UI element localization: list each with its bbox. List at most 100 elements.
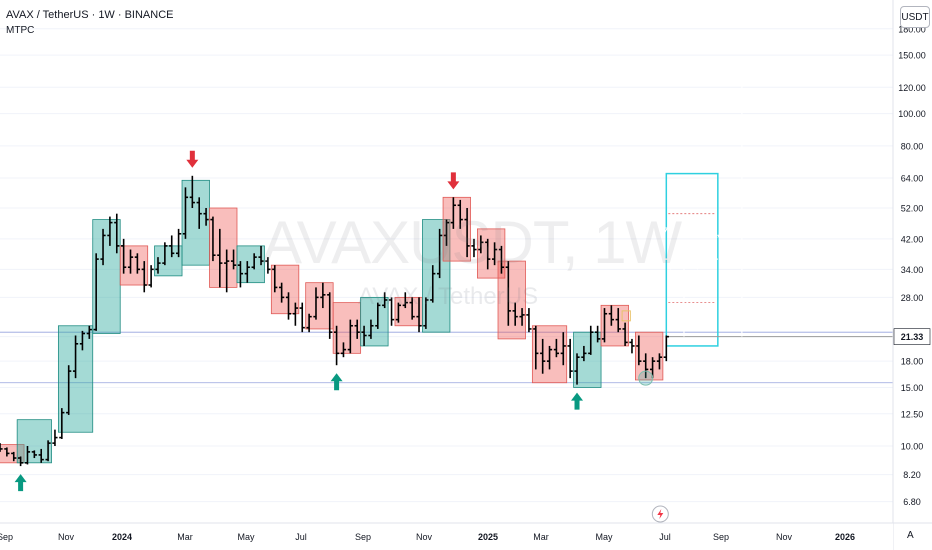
time-tick-label: May	[595, 532, 613, 542]
candle	[107, 216, 113, 246]
big-target-label: 123.50 (581.16%) 12,350	[693, 27, 840, 42]
time-tick-label: May	[237, 532, 255, 542]
candle	[4, 447, 10, 457]
candle	[382, 292, 388, 309]
candle	[320, 282, 326, 309]
candle	[361, 325, 367, 346]
candle	[313, 287, 319, 320]
candle	[279, 282, 285, 303]
candle	[649, 357, 656, 379]
mtpc-boxes	[0, 179, 664, 464]
candle	[402, 292, 408, 309]
time-tick-label: Sep	[713, 532, 729, 542]
candle	[299, 302, 305, 333]
candle	[519, 308, 525, 326]
time-tick-label: 2025	[478, 532, 498, 542]
time-tick-label: Nov	[416, 532, 433, 542]
candle	[615, 308, 621, 333]
candle	[59, 408, 65, 439]
price-tick-label: 10.00	[901, 441, 924, 451]
candles	[0, 175, 669, 467]
candle	[595, 325, 601, 343]
candle	[560, 332, 566, 366]
marker-box	[621, 310, 631, 322]
time-tick-label: Nov	[776, 532, 793, 542]
watermark-name: AVAX / TetherUS	[358, 283, 539, 310]
candle	[567, 338, 573, 379]
candle	[127, 249, 134, 274]
candle	[478, 235, 484, 254]
candle	[491, 242, 498, 266]
candle	[388, 297, 395, 326]
candle	[553, 338, 560, 358]
marker-circle	[638, 370, 654, 386]
candle	[189, 175, 195, 209]
candle	[512, 302, 518, 326]
price-tick-label: 28.00	[901, 293, 924, 303]
candle	[526, 308, 532, 333]
candle	[375, 302, 381, 329]
candle	[134, 253, 140, 274]
candle	[437, 228, 443, 279]
price-tick-label: 12.50	[901, 409, 924, 419]
candle	[265, 257, 271, 274]
candle	[141, 261, 147, 293]
currency-button[interactable]: USDT	[900, 6, 930, 28]
candle	[66, 365, 72, 415]
bear-box	[600, 304, 629, 347]
price-tick-label: 6.80	[903, 497, 921, 507]
price-axis: 180.00 150.00 120.00 100.00 80.00 64.00 52.00 4…	[892, 0, 932, 550]
price-tick-label: 8.20	[903, 470, 921, 480]
bear-box	[497, 260, 526, 340]
horizontal-levels	[0, 331, 893, 384]
time-tick-label: Mar	[177, 532, 193, 542]
candle	[155, 257, 161, 274]
candle	[340, 342, 347, 358]
candle	[327, 292, 333, 339]
candle	[244, 261, 250, 283]
candle	[622, 322, 628, 346]
candle	[333, 325, 340, 366]
candle	[471, 238, 477, 258]
candle	[588, 325, 594, 355]
candle	[629, 338, 635, 354]
symbol-header[interactable]: AVAX / TetherUS · 1W · BINANCE	[6, 9, 174, 21]
bull-box	[154, 245, 183, 277]
candle	[423, 297, 429, 329]
bear-box	[394, 296, 423, 327]
price-tick-label: 64.00	[901, 174, 924, 184]
current-price-label: 21.33	[901, 332, 924, 342]
candle	[430, 265, 436, 303]
candle	[86, 325, 92, 339]
price-tick-label: 15.00	[901, 383, 924, 393]
time-tick-label: Nov	[58, 532, 75, 542]
price-axis-bg	[893, 0, 932, 550]
time-axis: Sep Nov 2024 Mar May Jul Sep Nov 2025 Mar May Jul Se…	[0, 522, 932, 550]
candle	[368, 319, 374, 339]
up-arrow-icon	[14, 474, 27, 492]
target-projection: 15.25 (71.84%) 1,525 123.50 (581.16%) 12,…	[624, 27, 893, 347]
candle	[93, 253, 99, 331]
candle	[540, 338, 546, 374]
price-tick-label: 80.00	[901, 141, 924, 151]
candle	[79, 330, 86, 351]
candle	[24, 445, 31, 465]
candle	[52, 429, 58, 446]
candle	[656, 353, 663, 370]
candle	[574, 353, 580, 385]
candle	[409, 297, 415, 320]
candle	[443, 219, 450, 246]
candle	[258, 245, 264, 266]
candle	[196, 197, 202, 229]
auto-scale-button[interactable]: A	[907, 530, 914, 541]
down-arrow-icon	[447, 172, 460, 190]
time-tick-label: Mar	[533, 532, 549, 542]
candle	[224, 249, 230, 293]
indicator-label[interactable]: MTPC	[6, 25, 35, 36]
bear-box	[332, 302, 362, 354]
candle	[31, 450, 37, 459]
time-tick-label: Sep	[0, 532, 13, 542]
bull-box	[92, 219, 121, 334]
candle	[162, 242, 168, 266]
